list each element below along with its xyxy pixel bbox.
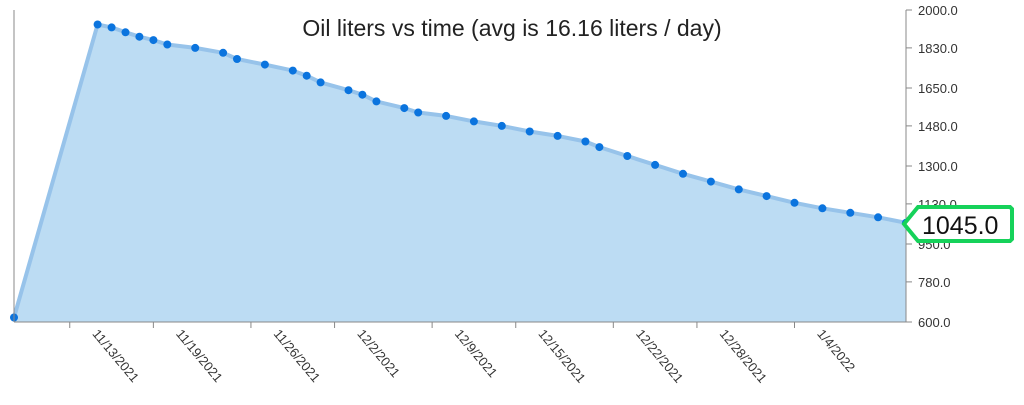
y-tick-label: 600.0 — [918, 315, 951, 330]
x-tick-label: 11/26/2021 — [271, 326, 324, 385]
data-point — [414, 108, 423, 117]
data-point — [874, 213, 883, 222]
data-point — [818, 204, 827, 213]
data-point — [107, 23, 116, 32]
data-point — [525, 127, 534, 136]
x-tick-label: 12/15/2021 — [535, 326, 588, 385]
x-tick-label: 12/9/2021 — [452, 326, 501, 380]
data-point — [93, 20, 102, 29]
data-point — [219, 48, 228, 57]
plot-layer — [10, 20, 910, 322]
current-value-badge: 1045.0 — [901, 205, 1014, 243]
y-tick-label: 780.0 — [918, 275, 951, 290]
data-point — [344, 86, 353, 95]
data-point — [553, 131, 562, 140]
data-point — [288, 66, 297, 75]
data-point — [372, 97, 381, 106]
y-tick-label: 1830.0 — [918, 41, 958, 56]
data-point — [191, 43, 200, 52]
data-point — [149, 36, 158, 45]
x-tick-label: 12/2/2021 — [354, 326, 403, 380]
data-point — [651, 160, 660, 169]
data-point — [442, 111, 451, 120]
data-point — [260, 60, 269, 69]
current-value-label: 1045.0 — [922, 212, 998, 240]
y-tick-label: 1650.0 — [918, 81, 958, 96]
data-point — [679, 169, 687, 178]
data-point — [595, 143, 604, 152]
x-tick-label: 11/13/2021 — [89, 326, 142, 385]
data-point — [623, 152, 632, 160]
data-point — [846, 208, 855, 217]
y-tick-label: 1480.0 — [918, 119, 958, 134]
x-tick-label: 12/28/2021 — [717, 326, 770, 385]
data-point — [121, 28, 130, 37]
data-point — [302, 71, 311, 80]
x-tick-label: 12/22/2021 — [633, 326, 686, 385]
data-point — [734, 185, 743, 194]
data-point — [400, 104, 409, 113]
data-point — [762, 192, 771, 201]
data-point — [233, 55, 241, 63]
data-point — [358, 90, 367, 99]
data-point — [163, 40, 172, 49]
data-point — [469, 117, 478, 126]
data-point — [135, 32, 144, 41]
area-fill — [14, 24, 906, 322]
data-point — [790, 198, 799, 207]
y-tick-label: 1300.0 — [918, 159, 958, 174]
data-point — [706, 177, 715, 186]
data-point — [316, 78, 325, 87]
chart-title: Oil liters vs time (avg is 16.16 liters … — [302, 15, 721, 41]
data-point — [581, 137, 590, 146]
x-tick-label: 11/19/2021 — [173, 326, 226, 385]
current-value-badge-frame — [901, 205, 1014, 243]
x-tick-label: 1/4/2022 — [814, 326, 858, 374]
y-tick-label: 2000.0 — [918, 3, 958, 18]
data-point — [497, 121, 506, 130]
